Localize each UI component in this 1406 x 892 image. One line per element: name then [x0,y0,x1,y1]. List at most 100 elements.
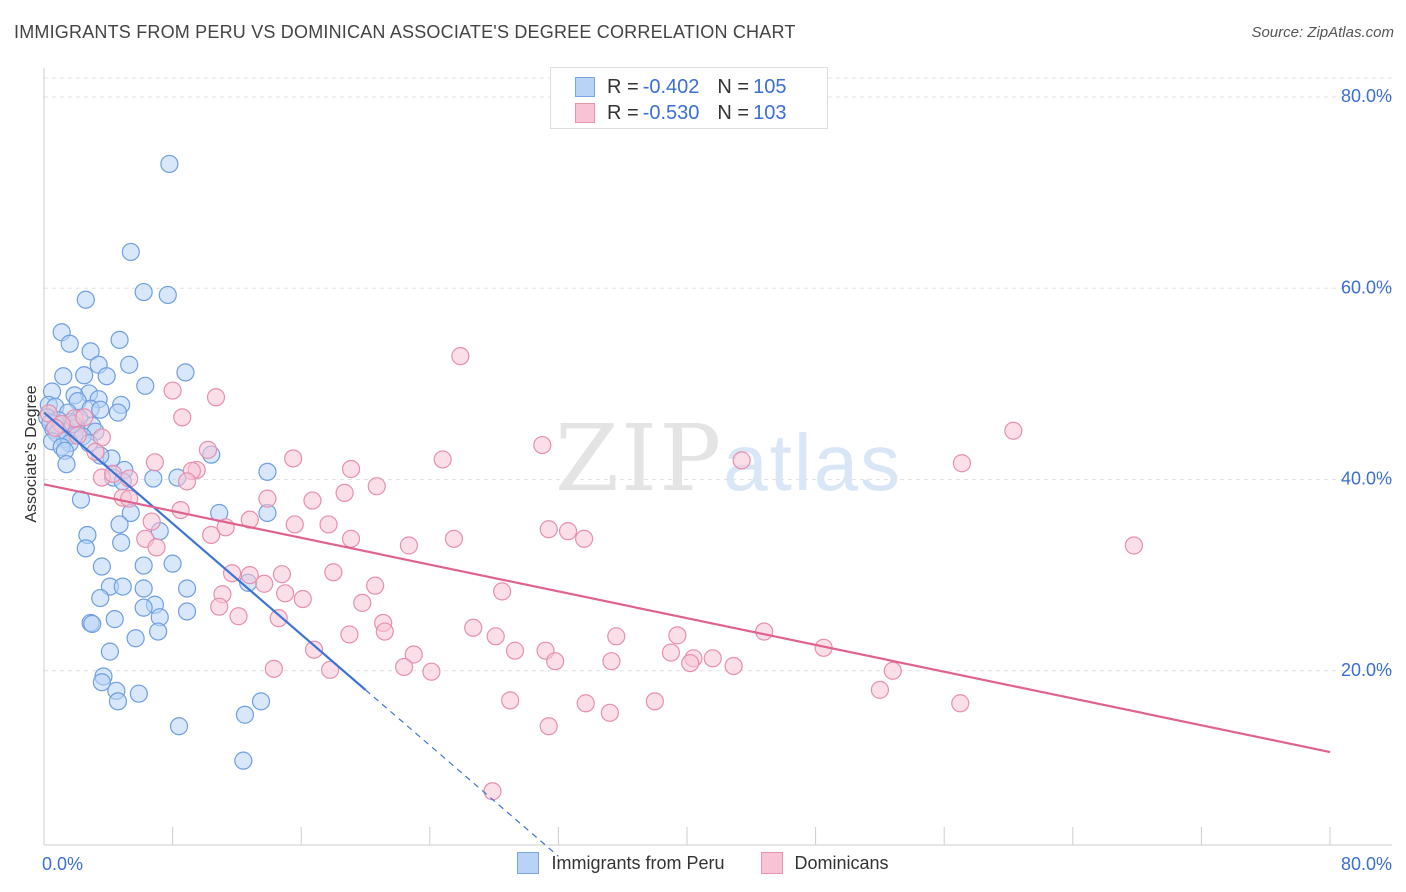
stats-legend: R = -0.402 N = 105 R = -0.530 N = 103 [550,67,828,129]
stats-row-dominican: R = -0.530 N = 103 [575,101,786,125]
legend-item-peru[interactable]: Immigrants from Peru [517,852,725,874]
point-blue-14 [54,367,73,386]
point-blue-6 [110,330,129,349]
point-pink-76 [703,649,722,668]
point-blue-90 [108,692,128,711]
point-pink-36 [319,515,338,534]
point-pink-37 [539,520,558,539]
point-pink-84 [422,662,441,681]
point-pink-26 [335,483,354,502]
point-pink-29 [258,489,277,508]
point-pink-53 [493,582,512,601]
point-pink-78 [546,652,565,671]
point-blue-67 [163,554,182,573]
point-pink-20 [341,459,361,479]
point-blue-4 [76,290,95,309]
point-pink-51 [366,576,385,595]
point-blue-77 [134,598,153,617]
point-pink-82 [321,660,340,679]
point-pink-14 [433,450,452,469]
trend-line-pink [43,483,1331,754]
stats-row-peru: R = -0.402 N = 105 [575,75,786,99]
point-blue-93 [169,717,189,736]
point-blue-53 [258,462,277,481]
point-pink-48 [240,566,259,585]
point-pink-66 [607,627,626,646]
point-pink-95 [46,418,65,437]
point-blue-2 [134,282,153,302]
legend-dominicans-label: Dominicans [794,852,889,873]
point-pink-62 [464,618,483,637]
point-pink-65 [486,627,505,646]
dominican-n-value: 103 [753,101,787,124]
point-blue-69 [92,557,111,576]
point-blue-11 [176,363,195,382]
point-pink-77 [681,653,700,673]
peru-n-label: N = [717,75,750,98]
point-pink-11 [86,442,105,461]
chart-source: Source: ZipAtlas.com [1251,24,1394,41]
point-pink-69 [304,640,324,659]
point-pink-60 [269,609,288,628]
point-blue-94 [234,751,253,770]
point-pink-74 [661,643,681,662]
point-pink-4 [1004,421,1023,440]
point-blue-26 [108,403,128,422]
point-pink-13 [284,449,303,468]
point-blue-9 [120,355,139,374]
point-blue-85 [100,642,120,661]
watermark-zip: ZIP [555,405,724,512]
point-blue-7 [60,334,79,353]
point-blue-84 [126,629,145,648]
peru-r-value: -0.402 [642,75,700,98]
point-pink-12 [198,440,218,459]
point-pink-44 [399,536,419,555]
legend-dominicans-swatch [760,852,783,874]
trend-extension-blue [365,689,559,857]
point-pink-70 [505,641,525,660]
point-pink-59 [229,607,248,626]
point-blue-87 [92,673,111,692]
point-pink-55 [276,584,295,603]
point-pink-81 [394,657,414,677]
point-pink-83 [264,659,283,678]
point-blue-73 [177,579,197,598]
point-pink-91 [951,694,970,713]
point-blue-82 [83,614,102,633]
point-blue-78 [177,602,197,621]
point-pink-41 [341,529,361,548]
point-pink-86 [870,680,890,699]
point-blue-25 [91,400,110,419]
point-pink-39 [202,525,221,545]
legend-item-dominicans[interactable]: Dominicans [760,852,889,874]
y-tick-label-80: 80.0% [1341,86,1392,106]
point-pink-17 [145,453,165,472]
point-pink-89 [600,703,619,722]
point-pink-58 [210,597,229,616]
point-pink-3 [173,408,192,427]
chart-title: IMMIGRANTS FROM PERU VS DOMINICAN ASSOCI… [14,22,796,42]
point-blue-71 [113,577,132,596]
point-blue-72 [134,579,153,598]
point-blue-89 [129,684,148,703]
peru-r-label: R = [607,75,639,98]
dominican-r-label: R = [607,101,639,124]
point-pink-43 [444,529,464,548]
point-pink-87 [501,691,520,710]
watermark: ZIPatlas [555,405,902,512]
point-pink-73 [404,645,423,664]
point-blue-1 [121,242,140,262]
dominican-n-label: N = [717,101,750,124]
point-pink-52 [255,574,274,593]
trend-line-blue [43,411,367,691]
point-blue-66 [76,539,95,558]
point-pink-8 [75,408,94,427]
x-tick-label-min: 0.0% [42,854,83,874]
point-pink-16 [952,454,971,473]
point-pink-28 [120,489,139,508]
point-pink-42 [575,529,594,548]
point-blue-83 [149,622,168,641]
point-blue-92 [235,705,255,724]
y-tick-label-20: 20.0% [1341,660,1392,680]
